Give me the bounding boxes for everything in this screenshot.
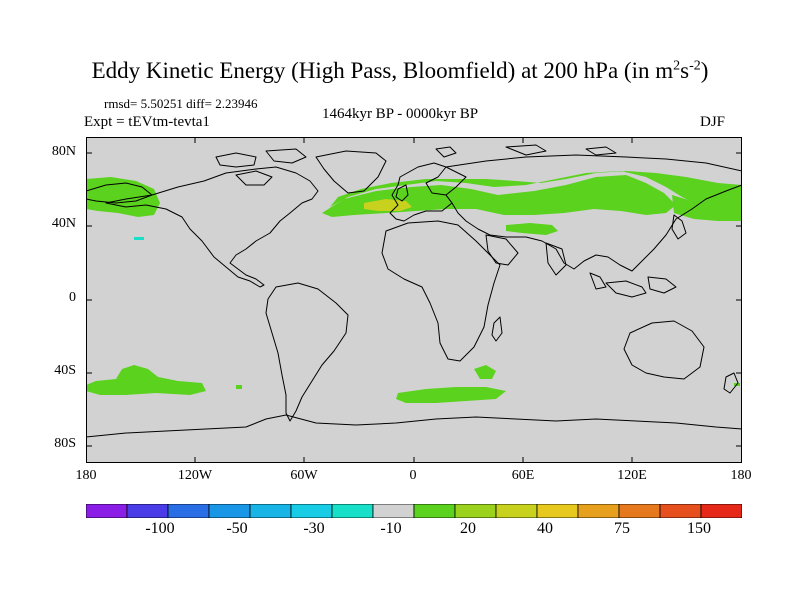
colorbar-label-neg100: -100 xyxy=(145,520,175,537)
colorbar-box xyxy=(659,504,702,518)
experiment-label: Expt = tEVtm-tevta1 xyxy=(84,114,210,130)
colorbar-label-150: 150 xyxy=(687,520,711,537)
colorbar-label-75: 75 xyxy=(614,520,630,537)
coast-north-america xyxy=(105,166,319,288)
period-label: 1464kyr BP - 0000kyr BP xyxy=(321,106,479,122)
colorbar-box xyxy=(495,504,538,518)
lon-tick-120e: 120E xyxy=(617,468,647,483)
colorbar-box xyxy=(372,504,415,518)
title-mid: s xyxy=(680,58,690,83)
coast-africa xyxy=(381,220,501,362)
patch-south-indian-east xyxy=(474,365,496,379)
patch-south-pacific xyxy=(86,365,206,395)
coast-south-america xyxy=(265,282,349,422)
colorbar-label-20: 20 xyxy=(460,520,476,537)
lon-tick-60e: 60E xyxy=(511,468,535,483)
season-label: DJF xyxy=(700,114,726,130)
lon-tick-0: 0 xyxy=(409,468,417,483)
anomaly-patches xyxy=(86,171,742,403)
coast-maritime-asia xyxy=(589,272,677,298)
patch-south-pacific-small xyxy=(236,385,242,389)
colorbar-box xyxy=(167,504,210,518)
map-frame xyxy=(86,137,742,463)
colorbar-boxes xyxy=(86,504,742,518)
lat-tick-40s: 40S xyxy=(54,363,76,378)
stats-label: rmsd= 5.50251 diff= 2.23946 xyxy=(104,96,258,111)
colorbar-box xyxy=(700,504,742,518)
patch-south-indian-west xyxy=(396,387,506,403)
coast-greenland xyxy=(315,150,387,194)
coast-arabia-india xyxy=(485,234,567,276)
lat-tick-0: 0 xyxy=(69,290,76,305)
lon-tick-120w: 120W xyxy=(177,468,213,483)
colorbar-box xyxy=(126,504,169,518)
coast-new-zealand xyxy=(723,372,739,394)
coast-svalbard-arctic xyxy=(435,144,617,158)
colorbar-label-neg50: -50 xyxy=(226,520,248,537)
patch-mid-pacific-cyan xyxy=(134,237,144,240)
title-close: ) xyxy=(700,58,709,83)
map-title: Eddy Kinetic Energy (High Pass, Bloomfie… xyxy=(0,58,800,84)
coastlines xyxy=(86,144,742,438)
colorbar-box xyxy=(331,504,374,518)
coast-japan xyxy=(671,214,687,240)
patch-caspian xyxy=(506,223,558,235)
colorbar-label-neg30: -30 xyxy=(303,520,325,537)
colorbar-box xyxy=(86,504,128,518)
colorbar-box xyxy=(290,504,333,518)
lat-tick-80s: 80S xyxy=(54,436,76,451)
coast-british-isles xyxy=(395,184,409,202)
coast-alaska xyxy=(86,182,153,204)
colorbar xyxy=(86,504,742,518)
lon-tick-180w: 180 xyxy=(75,468,97,483)
lat-tick-40n: 40N xyxy=(51,216,76,231)
colorbar-box xyxy=(454,504,497,518)
patch-west-europe-yellow xyxy=(364,199,412,211)
coast-madagascar xyxy=(491,316,503,342)
patch-east-asia-strip xyxy=(672,195,742,221)
title-text: Eddy Kinetic Energy (High Pass, Bloomfie… xyxy=(91,58,674,83)
colorbar-label-neg10: -10 xyxy=(380,520,402,537)
coast-canadian-arctic xyxy=(215,148,307,186)
colorbar-box xyxy=(577,504,620,518)
coast-australia xyxy=(623,320,705,380)
title-sup-1: 2 xyxy=(673,58,681,74)
world-map xyxy=(86,137,742,463)
colorbar-box xyxy=(618,504,661,518)
title-sup-2: -2 xyxy=(689,58,701,74)
coast-asia xyxy=(445,154,742,272)
lon-tick-180e: 180 xyxy=(730,468,752,483)
colorbar-box xyxy=(208,504,251,518)
colorbar-box xyxy=(413,504,456,518)
colorbar-label-40: 40 xyxy=(537,520,553,537)
colorbar-box xyxy=(249,504,292,518)
lon-tick-60w: 60W xyxy=(290,468,318,483)
lat-tick-80n: 80N xyxy=(51,144,76,159)
coast-antarctica xyxy=(86,414,742,438)
colorbar-box xyxy=(536,504,579,518)
